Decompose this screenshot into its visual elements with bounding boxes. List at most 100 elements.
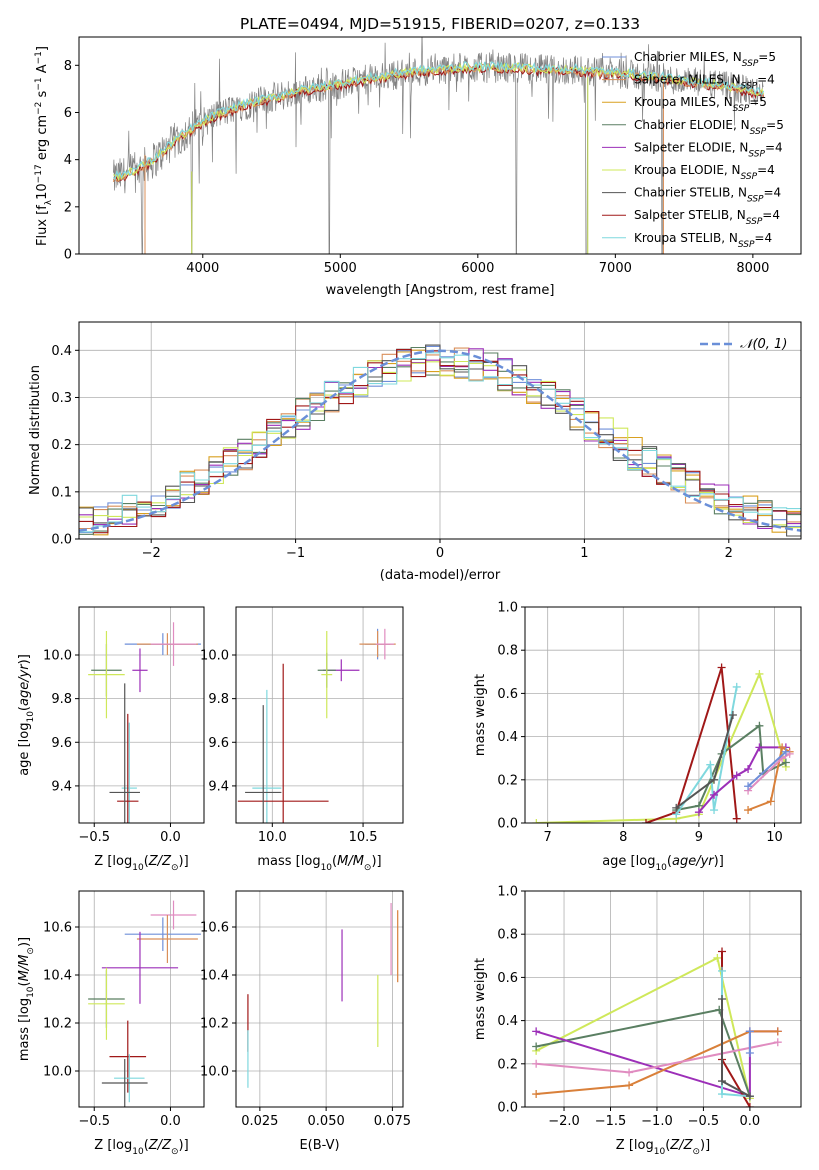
weight-line-orange — [536, 1030, 778, 1095]
x-axis-label: wavelength [Angstrom, rest frame] — [326, 283, 555, 298]
weight-marker-pink — [625, 1068, 634, 1077]
weight-marker-chabrier_stelib — [718, 1077, 727, 1086]
weight-line-chabrier_elodie — [536, 1008, 751, 1097]
weight-marker-chabrier_miles — [745, 1049, 754, 1057]
plot-weight_vs_Z: −2.0 −1.5 −1.0 −0.5 0.0 0.0 0.2 0.4 0.6 0.8 1.0 Z [… — [473, 885, 802, 1157]
weight-marker-pink — [773, 1038, 782, 1047]
y-tick-label: 0.6 — [497, 971, 518, 986]
weight-marker-chabrier_stelib — [745, 1092, 754, 1101]
y-tick-label: 10.2 — [200, 1017, 229, 1032]
legend-label: Chabrier MILES, NSSP=5 — [634, 50, 776, 69]
weight-line-salpeter_stelib — [645, 667, 738, 823]
y-axis-label: mass weight — [473, 958, 488, 1040]
x-tick-label: 4000 — [186, 261, 219, 276]
gaussian-curve — [79, 349, 801, 532]
x-tick-label: −1.5 — [595, 1114, 627, 1129]
axes-frame — [78, 890, 205, 1108]
weight-marker-chabrier_stelib — [672, 803, 681, 812]
weight-marker-kroupa_elodie — [713, 953, 722, 962]
y-axis-label: mass [log10(M/M⊙)] — [17, 937, 36, 1061]
legend: Chabrier MILES, NSSP=5 Salpeter MILES, NS… — [602, 50, 784, 250]
y-tick-label: 0.6 — [497, 687, 518, 702]
legend-label: 𝒩(0, 1) — [740, 337, 787, 352]
x-tick-label: 0.0 — [160, 1114, 181, 1129]
plot-spectrum: 4000 5000 6000 7000 8000 0 2 4 6 8 wavelength [Ang… — [34, 36, 802, 298]
weight-line-kroupa_elodie — [536, 671, 787, 823]
x-axis-label: (data-model)/error — [380, 568, 501, 583]
x-axis-label: age [log10(age/yr)] — [602, 854, 724, 873]
legend-label: Chabrier STELIB, NSSP=4 — [634, 186, 781, 205]
y-tick-label: 10.0 — [200, 1065, 229, 1080]
x-tick-label: −1 — [286, 546, 305, 561]
plot-age_vs_Z: −0.5 0.0 9.4 9.6 9.8 10.0 Z [log10(Z/Z⊙)] age [… — [17, 606, 205, 873]
x-tick-label: −0.5 — [78, 830, 110, 845]
weight-marker-chabrier_elodie — [532, 1042, 541, 1051]
weight-marker-salpeter_stelib — [718, 947, 727, 956]
axes-frame — [524, 606, 802, 824]
x-tick-label: 0.0 — [160, 830, 181, 845]
axes-frame — [524, 890, 802, 1108]
axes-frame — [235, 890, 404, 1108]
plot-residuals: −2 −1 0 1 2 0.0 0.1 0.2 0.3 0.4 (data-model)/error… — [28, 321, 802, 583]
y-tick-label: 0.4 — [497, 1014, 518, 1029]
weight-marker-salpeter_stelib — [717, 663, 726, 672]
x-tick-label: −1.0 — [641, 1114, 673, 1129]
weight-line-kroupa_stelib — [675, 686, 738, 815]
y-tick-label: 10.6 — [200, 921, 229, 936]
x-axis-label: mass [log10(M/M⊙)] — [257, 854, 381, 873]
spectrum-model-salpeter_miles — [112, 63, 765, 182]
y-tick-label: 9.4 — [51, 779, 72, 794]
weight-marker-kroupa_elodie — [532, 819, 541, 823]
weight-marker-kroupa_elodie — [755, 669, 764, 678]
y-tick-label: 8 — [64, 59, 72, 74]
y-tick-label: 0.4 — [497, 730, 518, 745]
x-tick-label: 5000 — [324, 261, 357, 276]
y-tick-label: 10.6 — [43, 921, 72, 936]
weight-marker-chabrier_miles — [744, 782, 753, 791]
x-tick-label: 10.5 — [349, 830, 378, 845]
weight-marker-pink — [532, 1059, 541, 1068]
y-tick-label: 10.2 — [43, 1017, 72, 1032]
x-axis-label: Z [log10(Z/Z⊙)] — [94, 1138, 188, 1157]
weight-marker-salpeter_elodie — [744, 765, 753, 773]
weight-line-salpeter_elodie — [698, 746, 786, 813]
y-tick-label: 0.4 — [51, 344, 72, 359]
y-tick-label: 0.0 — [497, 1101, 518, 1116]
axes-frame — [78, 36, 802, 255]
y-tick-label: 9.4 — [208, 779, 229, 794]
axes-frame — [78, 606, 205, 824]
spectrum-model-kroupa_elodie — [113, 61, 765, 182]
y-tick-label: 9.8 — [208, 692, 229, 707]
legend-label: Salpeter MILES, NSSP=4 — [634, 73, 775, 92]
x-tick-label: 2 — [725, 546, 733, 561]
plot-area — [532, 947, 782, 1107]
x-tick-label: 0 — [436, 546, 444, 561]
x-tick-label: 0.025 — [241, 1114, 278, 1129]
plot-area — [532, 663, 794, 823]
legend-label: Salpeter ELODIE, NSSP=4 — [634, 140, 783, 159]
weight-marker-kroupa_stelib — [718, 1090, 727, 1099]
weight-marker-salpeter_elodie — [710, 790, 719, 799]
legend-label: Salpeter STELIB, NSSP=4 — [634, 208, 780, 227]
x-tick-label: 8 — [619, 830, 627, 845]
y-tick-label: 10.4 — [43, 969, 72, 984]
weight-marker-chabrier_miles — [745, 1027, 754, 1036]
weight-marker-orange — [744, 806, 753, 815]
x-tick-label: −2 — [142, 546, 161, 561]
weight-marker-kroupa_stelib — [718, 966, 727, 975]
y-tick-label: 10.0 — [43, 649, 72, 664]
weight-marker-chabrier_miles — [781, 747, 790, 756]
x-tick-label: −2.0 — [548, 1114, 580, 1129]
x-tick-label: 1 — [580, 546, 588, 561]
y-axis-label: mass weight — [473, 674, 488, 756]
plot-area — [88, 622, 201, 823]
weight-marker-chabrier_elodie — [755, 721, 764, 730]
plot-area — [88, 900, 201, 1107]
y-tick-label: 1.0 — [497, 885, 518, 900]
y-tick-label: 1.0 — [497, 601, 518, 616]
plot-area — [112, 37, 765, 254]
weight-marker-chabrier_stelib — [728, 711, 737, 719]
y-tick-label: 2 — [64, 200, 72, 215]
x-tick-label: 0.075 — [374, 1114, 411, 1129]
